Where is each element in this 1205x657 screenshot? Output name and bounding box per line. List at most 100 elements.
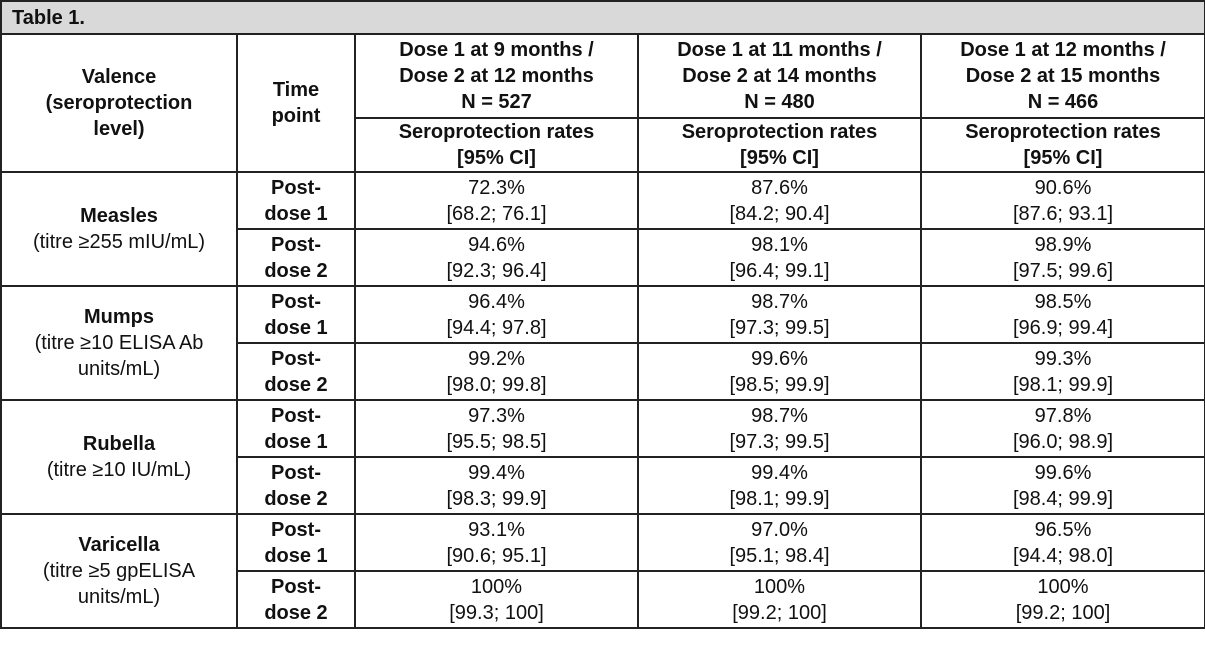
rate-value: 87.6% xyxy=(751,176,808,199)
rate-value: 97.3% xyxy=(468,404,525,427)
rate-cell: 99.3% [98.1; 99.9] xyxy=(920,342,1205,401)
confidence-interval: [68.2; 76.1] xyxy=(446,202,547,225)
group-n: N = 466 xyxy=(1027,91,1099,113)
time-point-cell: Post-dose 1 xyxy=(236,171,356,230)
confidence-interval: [99.2; 100] xyxy=(732,601,827,624)
confidence-interval: [98.5; 99.9] xyxy=(729,373,830,396)
rate-cell: 100% [99.2; 100] xyxy=(637,570,922,629)
time-point-header: Time point xyxy=(236,33,356,173)
rate-cell: 98.7% [97.3; 99.5] xyxy=(637,285,922,344)
confidence-interval: [99.3; 100] xyxy=(449,601,544,624)
rate-value: 99.6% xyxy=(751,347,808,370)
group-n: N = 480 xyxy=(744,91,815,113)
time-point-cell: Post-dose 2 xyxy=(236,342,356,401)
table-row: Measles (titre ≥255 mIU/mL) Post-dose 1 72.… xyxy=(0,171,1205,287)
rate-value: 97.8% xyxy=(1034,404,1092,427)
rate-cell: 99.6% [98.4; 99.9] xyxy=(920,456,1205,515)
rate-value: 100% xyxy=(470,575,523,598)
valence-name: Rubella xyxy=(82,433,156,455)
group-header-line: Dose 2 at 12 months xyxy=(399,65,594,87)
rate-value: 97.0% xyxy=(751,518,808,541)
subheader-line: Seroprotection rates xyxy=(965,121,1161,143)
rate-value: 90.6% xyxy=(1034,176,1092,199)
confidence-interval: [99.2; 100] xyxy=(1015,601,1111,624)
confidence-interval: [97.3; 99.5] xyxy=(729,316,830,339)
rate-value: 72.3% xyxy=(468,176,525,199)
rate-cell: 97.8% [96.0; 98.9] xyxy=(920,399,1205,458)
rate-cell: 100% [99.3; 100] xyxy=(354,570,639,629)
seroprotection-level: (titre ≥255 mIU/mL) xyxy=(32,231,206,253)
table-body: Measles (titre ≥255 mIU/mL) Post-dose 1 72.… xyxy=(0,171,1205,629)
rate-cell: 98.9% [97.5; 99.6] xyxy=(920,228,1205,287)
time-point-cell: Post-dose 2 xyxy=(236,228,356,287)
rate-value: 99.3% xyxy=(1034,347,1092,370)
confidence-interval: [98.4; 99.9] xyxy=(1012,487,1114,510)
seroprotection-level: (titre ≥10 IU/mL) xyxy=(46,459,192,481)
rate-cell: 97.0% [95.1; 98.4] xyxy=(637,513,922,572)
subheader-line: Seroprotection rates xyxy=(398,121,595,143)
rate-cell: 98.1% [96.4; 99.1] xyxy=(637,228,922,287)
rate-value: 98.7% xyxy=(751,404,808,427)
rate-cell: 99.6% [98.5; 99.9] xyxy=(637,342,922,401)
group-header-line: Dose 1 at 9 months / xyxy=(399,39,594,61)
rate-cell: 99.2% [98.0; 99.8] xyxy=(354,342,639,401)
rate-value: 99.4% xyxy=(468,461,525,484)
confidence-interval: [87.6; 93.1] xyxy=(1012,202,1114,225)
rate-cell: 94.6% [92.3; 96.4] xyxy=(354,228,639,287)
rate-value: 100% xyxy=(1037,575,1089,598)
confidence-interval: [96.4; 99.1] xyxy=(729,259,830,282)
table-caption: Table 1. xyxy=(0,0,1205,35)
group-header-line: Dose 2 at 15 months xyxy=(965,65,1161,87)
table-row: Post-dose 2 99.4% [98.3; 99.9] 99.4% [98.1; … xyxy=(1,456,1205,515)
valence-name: Mumps xyxy=(84,306,154,328)
time-point-cell: Post-dose 2 xyxy=(236,570,356,629)
rate-cell: 99.4% [98.1; 99.9] xyxy=(637,456,922,515)
confidence-interval: [98.0; 99.8] xyxy=(446,373,547,396)
rate-cell: 100% [99.2; 100] xyxy=(920,570,1205,629)
rate-cell: 90.6% [87.6; 93.1] xyxy=(920,171,1205,230)
subheader-line: [95% CI] xyxy=(740,147,819,169)
valence-name: Measles xyxy=(80,205,158,227)
confidence-interval: [92.3; 96.4] xyxy=(446,259,547,282)
table-row: Rubella (titre ≥10 IU/mL) Post-dose 1 97.3%… xyxy=(0,399,1205,515)
group-header: Dose 1 at 11 months / Dose 2 at 14 month… xyxy=(637,33,922,119)
rate-cell: 97.3% [95.5; 98.5] xyxy=(354,399,639,458)
rate-cell: 99.4% [98.3; 99.9] xyxy=(354,456,639,515)
confidence-interval: [97.3; 99.5] xyxy=(729,430,830,453)
caption-row: Table 1. xyxy=(0,0,1205,35)
confidence-interval: [96.9; 99.4] xyxy=(1012,316,1114,339)
rate-cell: 96.5% [94.4; 98.0] xyxy=(920,513,1205,572)
confidence-interval: [96.0; 98.9] xyxy=(1012,430,1114,453)
rates-subheader: Seroprotection rates [95% CI] xyxy=(354,117,639,173)
valence-cell: Mumps (titre ≥10 ELISA Ab units/mL) xyxy=(0,285,238,401)
time-point-cell: Post-dose 1 xyxy=(236,513,356,572)
confidence-interval: [90.6; 95.1] xyxy=(446,544,547,567)
rate-value: 99.2% xyxy=(468,347,525,370)
seroprotection-level: (titre ≥10 ELISA Ab units/mL) xyxy=(34,332,204,380)
rate-value: 94.6% xyxy=(468,233,525,256)
confidence-interval: [98.1; 99.9] xyxy=(1012,373,1114,396)
rate-cell: 96.4% [94.4; 97.8] xyxy=(354,285,639,344)
table-row: Post-dose 2 94.6% [92.3; 96.4] 98.1% [96.4; … xyxy=(1,228,1205,287)
table-row: Post-dose 2 99.2% [98.0; 99.8] 99.6% [98.5; … xyxy=(1,342,1205,401)
confidence-interval: [98.1; 99.9] xyxy=(729,487,830,510)
rates-subheader: Seroprotection rates [95% CI] xyxy=(920,117,1205,173)
table-row: Mumps (titre ≥10 ELISA Ab units/mL) Post-d… xyxy=(0,285,1205,401)
rate-value: 100% xyxy=(753,575,806,598)
rate-value: 93.1% xyxy=(468,518,525,541)
group-header-line: Dose 2 at 14 months xyxy=(682,65,877,87)
confidence-interval: [97.5; 99.6] xyxy=(1012,259,1114,282)
group-n: N = 527 xyxy=(461,91,532,113)
confidence-interval: [95.1; 98.4] xyxy=(729,544,830,567)
subheader-line: [95% CI] xyxy=(1023,147,1103,169)
seroprotection-level: (titre ≥5 gpELISA units/mL) xyxy=(42,560,196,608)
rate-value: 96.4% xyxy=(468,290,525,313)
time-point-cell: Post-dose 1 xyxy=(236,285,356,344)
rate-value: 96.5% xyxy=(1034,518,1092,541)
confidence-interval: [95.5; 98.5] xyxy=(446,430,547,453)
rate-value: 98.7% xyxy=(751,290,808,313)
rates-subheader: Seroprotection rates [95% CI] xyxy=(637,117,922,173)
rate-value: 98.5% xyxy=(1034,290,1092,313)
subheader-row: Seroprotection rates [95% CI] Seroprotec… xyxy=(1,117,1205,173)
